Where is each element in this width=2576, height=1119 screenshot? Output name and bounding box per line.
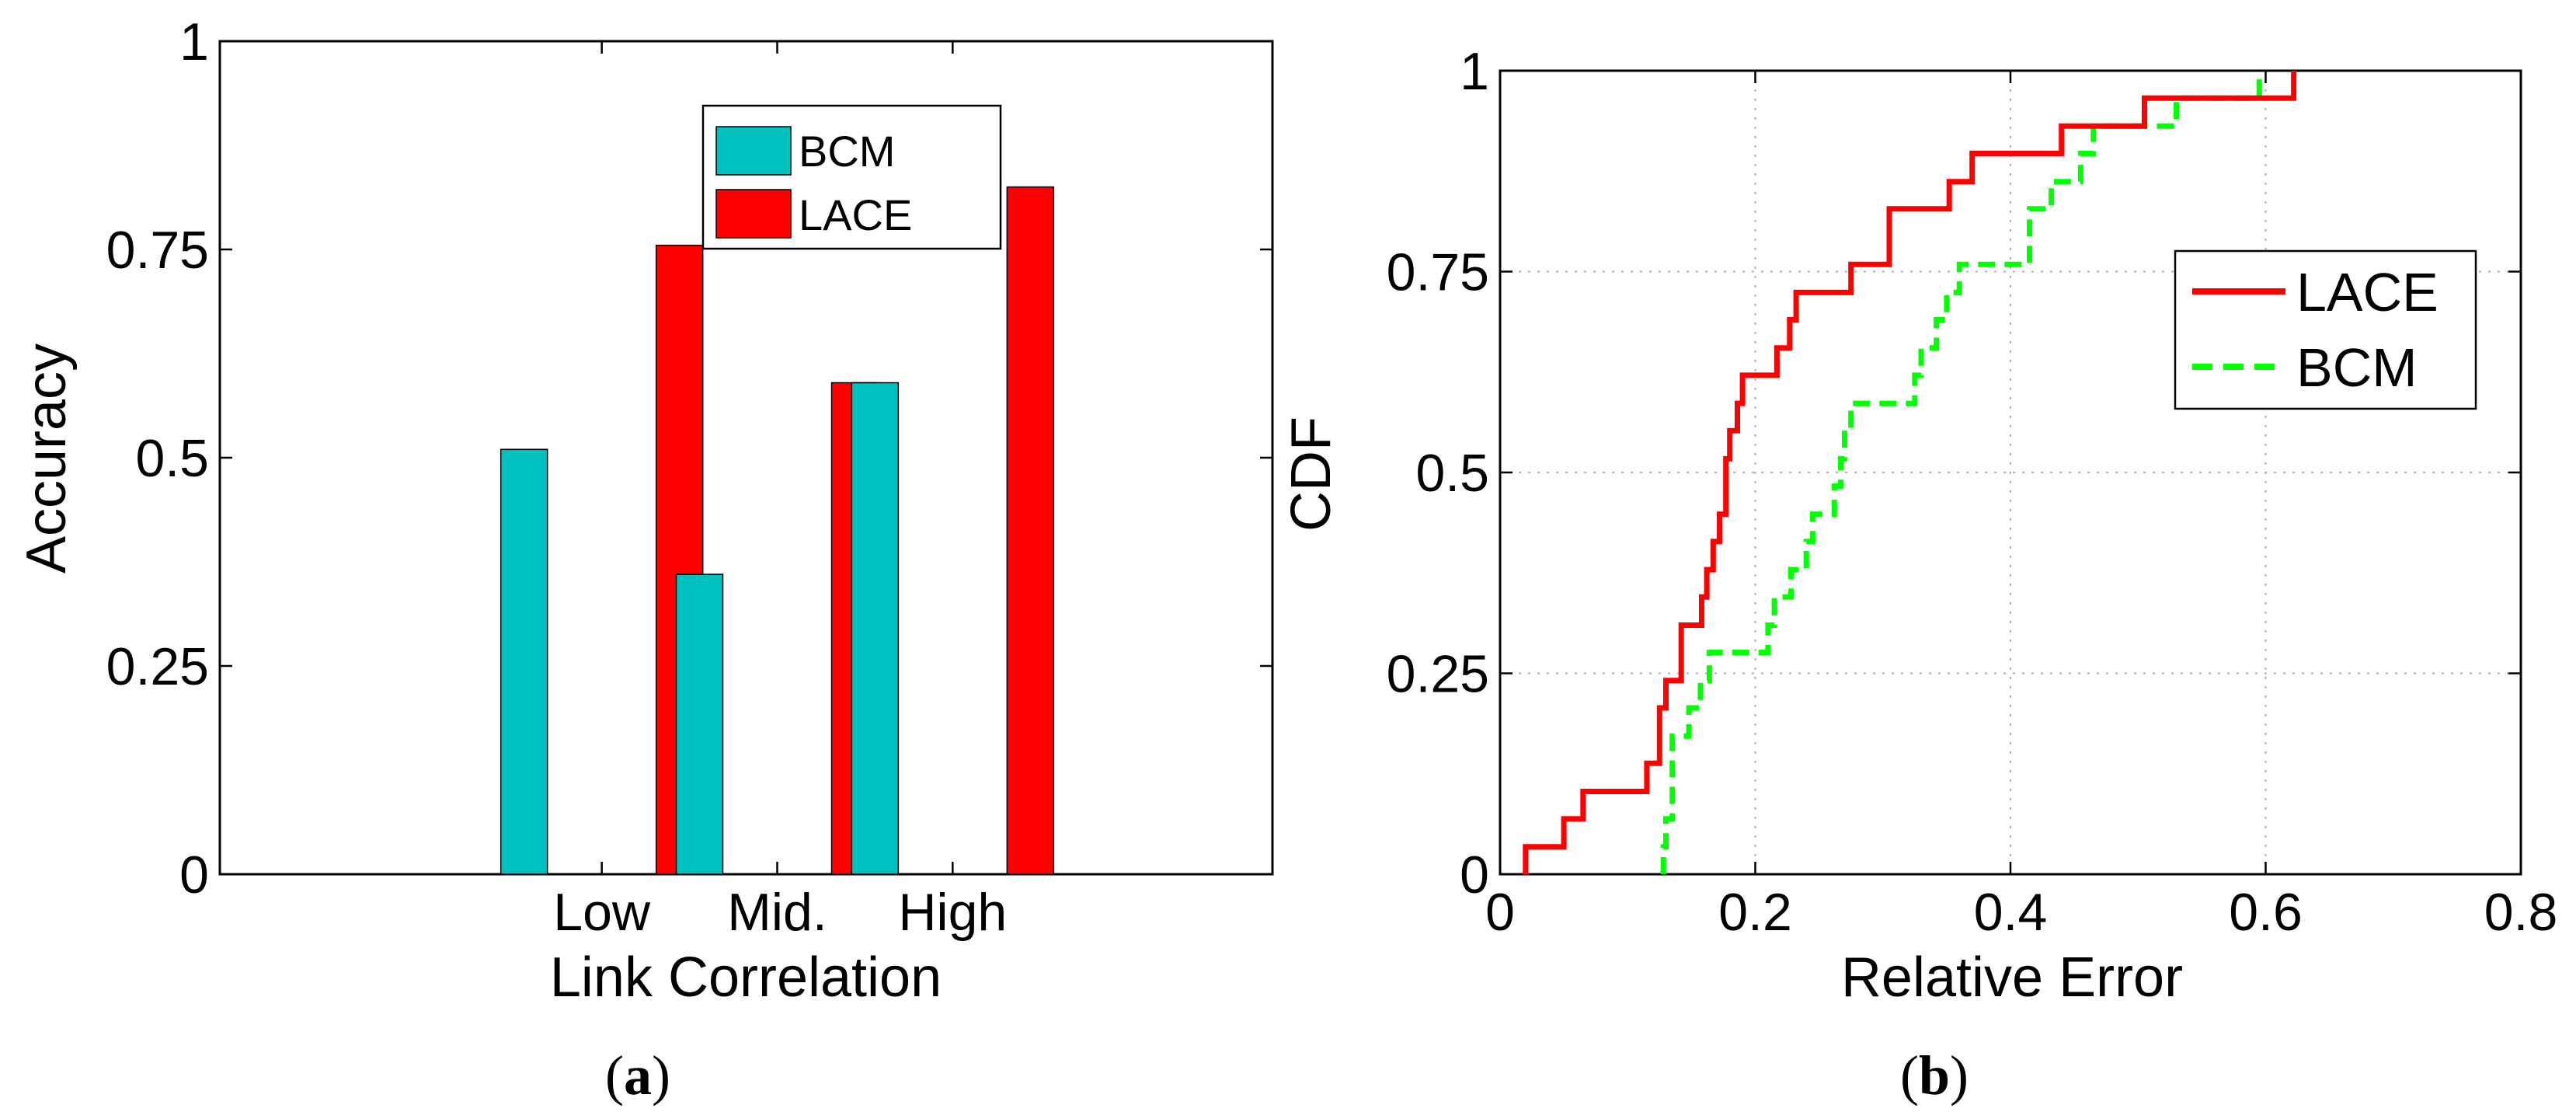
panel-a-y-ticks: 0 0.25 0.5 0.75 1 [106, 12, 1272, 905]
panel-a-x-tick-label-high: High [898, 883, 1007, 942]
panel-b-y-ticks: 0 0.25 0.5 0.75 1 [1387, 42, 2521, 905]
panel-b-legend-box [2174, 249, 2477, 410]
panel-b-x-axis-title: Relative Error [1841, 946, 2183, 1009]
panel-b-legend-label-lace: LACE [2296, 262, 2438, 322]
panel-b-x-tick-label: 0 [1485, 883, 1515, 942]
panel-a-bars [500, 186, 1055, 875]
panel-b-x-tick-label: 0.2 [1718, 883, 1792, 942]
panel-a-legend-swatch-bcm [715, 126, 792, 176]
panel-a-legend: BCM LACE [701, 104, 1002, 250]
panel-a-caption: (a) [605, 1044, 670, 1107]
panel-a-x-tick-label-mid: Mid. [727, 883, 827, 942]
panel-a-y-tick-label: 0.25 [106, 637, 209, 696]
panel-b-x-tick-label: 0.6 [2229, 883, 2303, 942]
panel-b-series-line-bcm [1660, 71, 2262, 874]
panel-b-series-lines [1523, 71, 2297, 874]
panel-b-caption: (b) [1900, 1044, 1969, 1107]
panel-b-y-tick-label: 0.75 [1387, 243, 1489, 302]
panel-a-y-tick-label: 1 [179, 12, 209, 71]
panel-a-y-tick-label: 0.75 [106, 221, 209, 280]
panel-a-legend-label-bcm: BCM [799, 127, 895, 176]
panel-b-legend: LACE BCM [2174, 249, 2477, 410]
panel-a-bar-bcm-low [500, 448, 548, 875]
panel-b-y-tick-label: 0.5 [1415, 444, 1489, 503]
panel-a-x-axis-title: Link Correlation [550, 946, 942, 1009]
panel-b-y-tick-label: 1 [1460, 42, 1489, 101]
panel-a-bar-chart: 0 0.25 0.5 0.75 1 Low Mid. High Link Correlati… [16, 12, 1274, 1107]
panel-a-x-ticks: Low Mid. High [553, 41, 1007, 942]
panel-b-series-line-lace [1523, 71, 2297, 874]
panel-a-bar-lace-high [1006, 186, 1055, 875]
panel-a-bar-bcm-mid [675, 573, 724, 875]
panel-a-legend-label-lace: LACE [799, 190, 912, 239]
panel-b-legend-label-bcm: BCM [2296, 337, 2418, 398]
panel-b-y-axis-title: CDF [1280, 417, 1342, 532]
panel-a-x-tick-label-low: Low [553, 883, 651, 942]
panel-b-x-ticks: 0 0.2 0.4 0.6 0.8 [1485, 71, 2557, 942]
panel-b-y-tick-label: 0.25 [1387, 645, 1489, 704]
panel-a-bar-bcm-high [851, 382, 900, 875]
panel-b-caption-letter: b [1919, 1044, 1950, 1107]
panel-a-legend-swatch-lace [715, 189, 792, 239]
panel-a-y-tick-label: 0.5 [135, 429, 209, 488]
panel-b-x-tick-label: 0.8 [2484, 883, 2558, 942]
panel-a-caption-letter: a [624, 1044, 652, 1107]
panel-b-y-tick-label: 0 [1460, 845, 1489, 905]
panel-b-cdf-chart: 0 0.25 0.5 0.75 1 0 0.2 0.4 0.6 0.8 Relative Err… [1280, 42, 2557, 1107]
panel-a-y-tick-label: 0 [179, 845, 209, 905]
panel-a-y-axis-title: Accuracy [16, 343, 78, 573]
panel-b-x-tick-label: 0.4 [1974, 883, 2048, 942]
